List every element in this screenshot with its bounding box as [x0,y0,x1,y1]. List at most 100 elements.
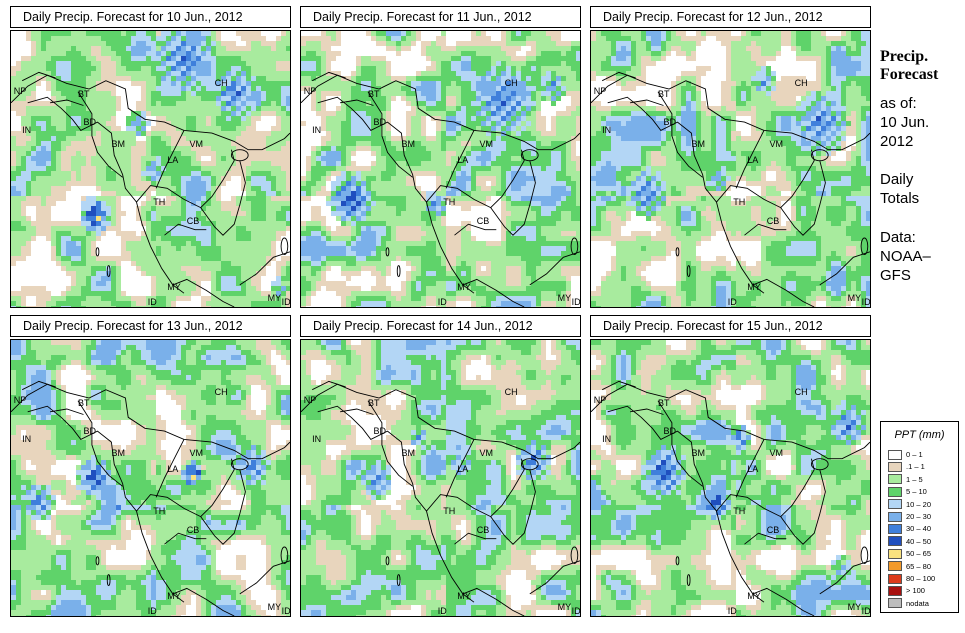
side-totals: Daily Totals [880,170,919,208]
legend-swatch [888,474,902,485]
country-label: BT [657,88,670,99]
country-label: ID [147,297,157,307]
legend-swatch [888,511,902,522]
legend-label: nodata [906,598,929,608]
legend-item: 80 – 100 [888,573,935,584]
legend-label: 5 – 10 [906,487,927,497]
country-label: BT [77,397,90,408]
legend-label: 1 – 5 [906,474,923,484]
legend-swatch [888,585,902,596]
legend-item: 50 – 65 [888,548,931,559]
country-label: CB [476,524,490,535]
precip-field [301,31,580,307]
panel-title: Daily Precip. Forecast for 12 Jun., 2012 [590,6,871,28]
country-label: CB [476,215,490,226]
legend-label: 40 – 50 [906,536,932,546]
country-label: VM [769,447,784,458]
country-label: ID [281,606,291,616]
legend-item: 20 – 30 [888,511,931,522]
country-label: LA [167,155,179,166]
country-label: ID [861,606,871,616]
legend-label: 80 – 100 [906,574,936,583]
country-label: CH [214,386,228,397]
precip-legend: PPT (mm) 0 – 1 .1 – 1 1 – 5 5 – 10 10 – 20 20… [880,421,959,613]
country-label: BM [401,447,415,458]
legend-title: PPT (mm) [894,429,945,441]
country-label: TH [153,505,166,516]
country-label: CB [766,524,780,535]
country-label: MY [847,602,862,613]
country-label: IN [312,433,322,444]
legend-swatch [888,449,902,460]
country-label: CB [186,524,200,535]
country-label: MY [557,602,572,613]
legend-item: 1 – 5 [888,474,923,485]
totals-line1: Daily [880,171,914,188]
country-label: ID [861,297,871,307]
country-label: BT [367,397,380,408]
country-label: CB [186,215,200,226]
country-label: BD [663,425,677,436]
country-label: ID [437,297,447,307]
legend-label: 20 – 30 [906,512,932,521]
panel-title: Daily Precip. Forecast for 11 Jun., 2012 [300,6,581,28]
precip-map: CH NP BT BD IN BM VM LA TH CB MY MY ID ID [590,339,871,617]
legend-swatch [888,598,902,609]
legend-swatch [888,573,902,584]
as-of-label: as of: [880,95,917,112]
country-label: MY [847,293,862,304]
country-label: LA [747,464,759,475]
panel-title: Daily Precip. Forecast for 13 Jun., 2012 [10,315,291,337]
precip-field [11,340,290,616]
precip-field [301,340,580,616]
country-label: MY [557,293,572,304]
country-label: ID [571,606,581,616]
country-label: VM [479,138,494,149]
country-label: IN [602,124,612,135]
country-label: NP [303,86,317,97]
data-line2: NOAA– [880,248,931,265]
legend-item: > 100 [888,585,925,596]
country-label: TH [443,505,456,516]
precip-map: CH NP BT BD IN BM VM LA TH CB MY MY ID ID [10,30,291,308]
precip-field [11,31,290,307]
panel-title: Daily Precip. Forecast for 15 Jun., 2012 [590,315,871,337]
country-label: MY [267,602,282,613]
precip-field [591,31,870,307]
as-of-date-line1: 10 Jun. [880,114,930,131]
legend-label: 10 – 20 [906,499,932,509]
country-label: VM [189,447,204,458]
country-label: CH [214,77,228,88]
legend-item: 10 – 20 [888,499,931,510]
data-line1: Data: [880,229,916,246]
country-label: VM [479,447,494,458]
side-title-line2: Forecast [880,66,939,83]
country-label: NP [13,86,27,97]
legend-swatch [888,461,902,472]
country-label: BM [691,447,705,458]
country-label: BM [111,138,125,149]
country-label: VM [769,138,784,149]
as-of-date-line2: 2012 [880,133,914,150]
country-label: CH [504,77,518,88]
country-label: ID [147,606,157,616]
country-label: MY [167,591,181,602]
legend-label: 65 – 80 [906,561,932,571]
legend-item: 30 – 40 [888,523,931,534]
side-title-line1: Precip. [880,48,929,65]
legend-label: 0 – 1 [906,450,923,459]
legend-item: 65 – 80 [888,561,931,572]
legend-swatch [888,499,902,510]
legend-label: .1 – 1 [906,462,925,472]
legend-swatch [888,536,902,547]
country-label: NP [593,86,607,97]
legend-swatch [888,523,902,534]
legend-item: .1 – 1 [888,461,925,472]
legend-label: 30 – 40 [906,524,932,534]
legend-swatch [888,548,902,559]
country-label: ID [281,297,291,307]
country-label: CH [794,386,808,397]
country-label: TH [733,505,746,516]
precip-map: CH NP BT BD IN BM VM LA TH CB MY MY ID ID [10,339,291,617]
country-label: IN [22,124,32,135]
